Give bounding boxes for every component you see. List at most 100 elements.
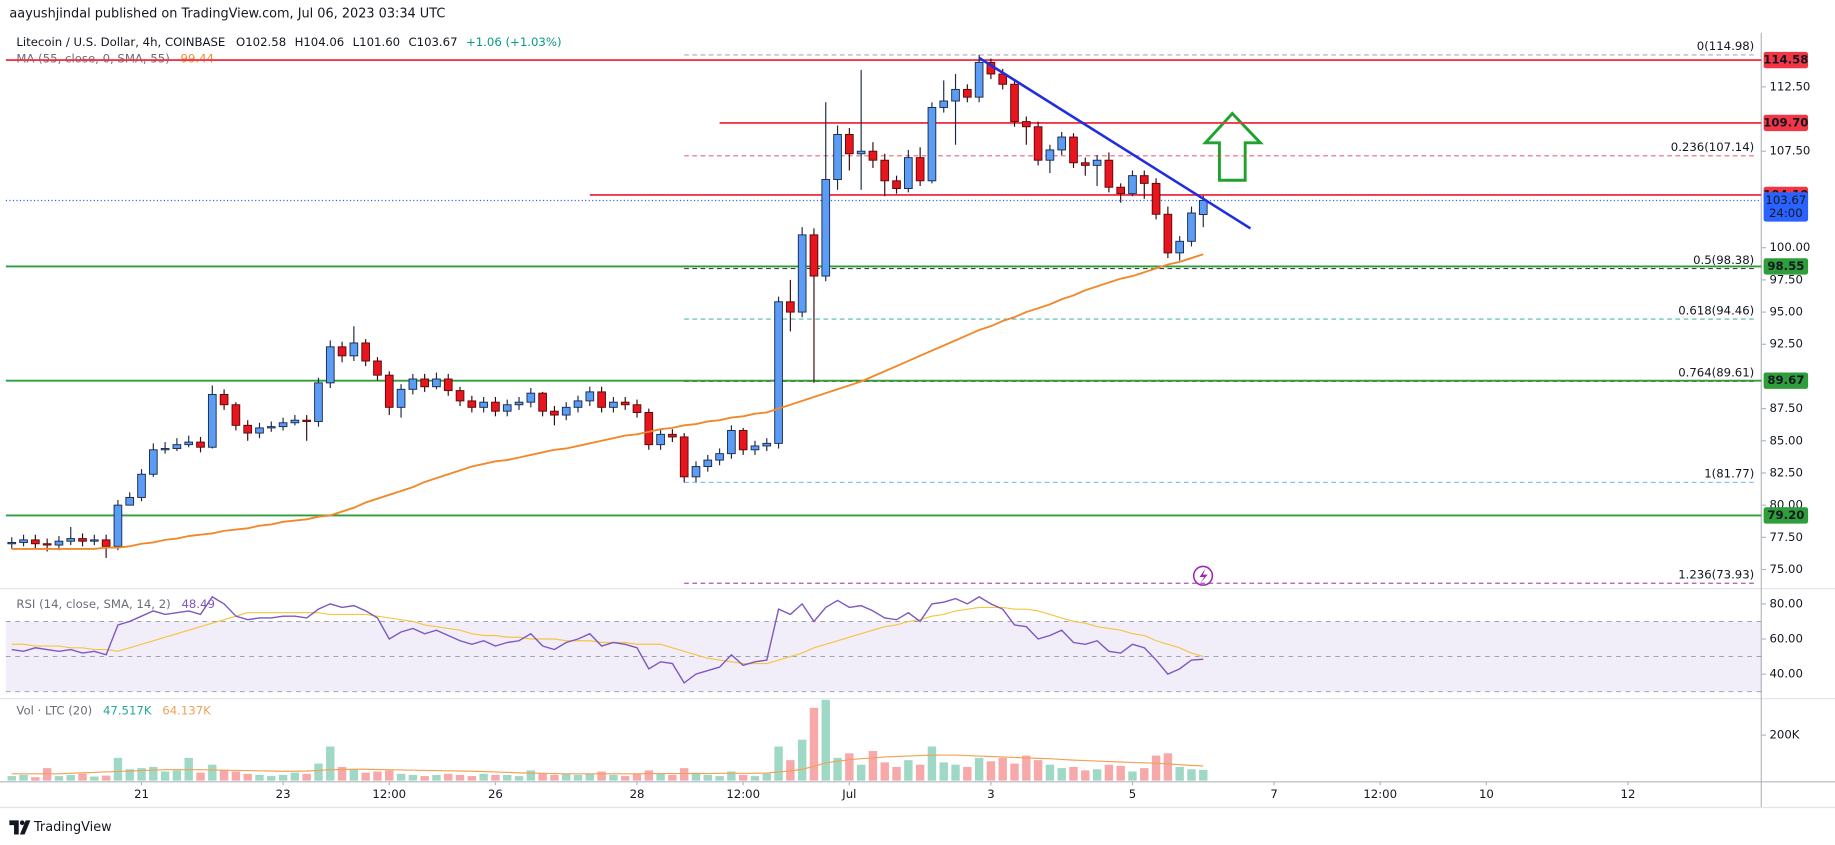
volume-bar (137, 768, 146, 781)
candle-body (361, 342, 370, 362)
volume-bar (573, 774, 583, 781)
level-box (1763, 372, 1809, 389)
candle-body (443, 378, 453, 392)
volume-bar (7, 776, 16, 781)
candle-body (1045, 149, 1055, 161)
candle-body (1033, 126, 1043, 161)
x-tick-label: 10 (1479, 787, 1494, 801)
candle-body (160, 448, 170, 451)
candle-body (750, 445, 760, 451)
candle-body (550, 410, 559, 416)
candle-body (561, 406, 571, 416)
volume-bar (78, 773, 87, 781)
volume-bar (620, 776, 630, 781)
candle-body (892, 180, 901, 189)
volume-bar (927, 746, 937, 781)
volume-bar (715, 776, 724, 781)
volume-bar (290, 772, 300, 781)
level-box (1763, 51, 1809, 69)
vol-title: Vol · LTC (20) (16, 703, 92, 717)
level-label: 109.70 (1763, 115, 1808, 129)
volume-bar (54, 776, 64, 781)
x-tick-label: 12:00 (726, 787, 760, 801)
ma-value: 99.44 (181, 51, 214, 65)
volume-bar (444, 773, 453, 781)
volume-bar (361, 772, 370, 781)
candle-body (962, 88, 972, 98)
volume-bar (986, 761, 996, 781)
volume-bar (420, 776, 429, 781)
volume-bar (562, 773, 571, 781)
candle-body (585, 391, 595, 402)
candle-body (384, 374, 394, 408)
candle-body (1198, 200, 1208, 215)
ohlc-high: H104.06 (295, 35, 345, 49)
volume-bar (1057, 768, 1066, 781)
candle-body (656, 433, 665, 446)
candle-body (54, 540, 64, 546)
y-tick-label: 85.00 (1769, 433, 1802, 447)
candle-body (786, 301, 795, 313)
level-box (1763, 507, 1809, 524)
volume-bar (703, 774, 712, 781)
candle-body (455, 390, 465, 402)
candle-body (1092, 159, 1102, 166)
volume-bar (125, 769, 134, 781)
volume-bar (668, 774, 677, 781)
volume-bar (915, 764, 925, 781)
vol-value: 47.517K (103, 703, 152, 717)
fib-label: 0.764(89.61) (1678, 366, 1754, 380)
volume-bar (1187, 769, 1196, 781)
level-box (1763, 258, 1809, 275)
volume-bar (172, 770, 182, 781)
volume-bar (503, 774, 512, 781)
fib-label: 0.618(94.46) (1678, 303, 1754, 317)
candle-body (314, 382, 323, 422)
ohlc-low: L101.60 (353, 35, 400, 49)
candle-body (7, 541, 17, 545)
level-label: 89.67 (1767, 373, 1804, 387)
x-tick-label: 3 (987, 787, 994, 801)
volume-bar (904, 760, 913, 781)
candle-body (797, 234, 807, 313)
candle-body (868, 150, 878, 161)
volume-ma-line (11, 754, 1204, 775)
x-tick-label: 26 (488, 787, 503, 801)
volume-bar (267, 776, 276, 781)
tv-logo (9, 820, 31, 835)
candle-body (939, 100, 949, 108)
volume-bar (373, 771, 382, 781)
x-tick-label: Jul (841, 787, 856, 801)
legend: Litecoin / U.S. Dollar, 4h, COINBASE O10… (16, 35, 561, 49)
volume-bar (1010, 763, 1019, 781)
volume-bar (90, 776, 99, 781)
candle-body (691, 466, 701, 478)
volume-bar (632, 773, 642, 781)
candle-body (538, 392, 547, 412)
y-tick-label: 77.50 (1769, 530, 1802, 544)
candle-body (856, 150, 866, 155)
candle-body (325, 346, 335, 384)
ma-line (11, 253, 1204, 550)
y-tick-label: 107.50 (1769, 144, 1810, 158)
volume-bar (868, 751, 878, 781)
volume-bar (833, 757, 842, 781)
lightning-icon (1192, 565, 1214, 586)
rsi-value: 48.49 (181, 596, 214, 610)
up-arrow (1202, 111, 1264, 182)
ma-name: MA (55, close, 0, SMA, 55) (16, 51, 169, 65)
volume-bar (31, 777, 40, 781)
symbol-title: Litecoin / U.S. Dollar, 4h, COINBASE (16, 35, 225, 49)
volume-bar (196, 772, 205, 781)
candle-body (196, 441, 205, 448)
volume-bar (656, 773, 665, 781)
x-tick-label: 12:00 (1363, 787, 1397, 801)
candle-body (833, 134, 842, 180)
volume-bar (160, 771, 170, 781)
candle-body (738, 430, 748, 451)
candle-body (255, 427, 264, 434)
candle-body (514, 401, 524, 406)
volume-bar (19, 774, 28, 781)
volume-bar (479, 773, 488, 781)
